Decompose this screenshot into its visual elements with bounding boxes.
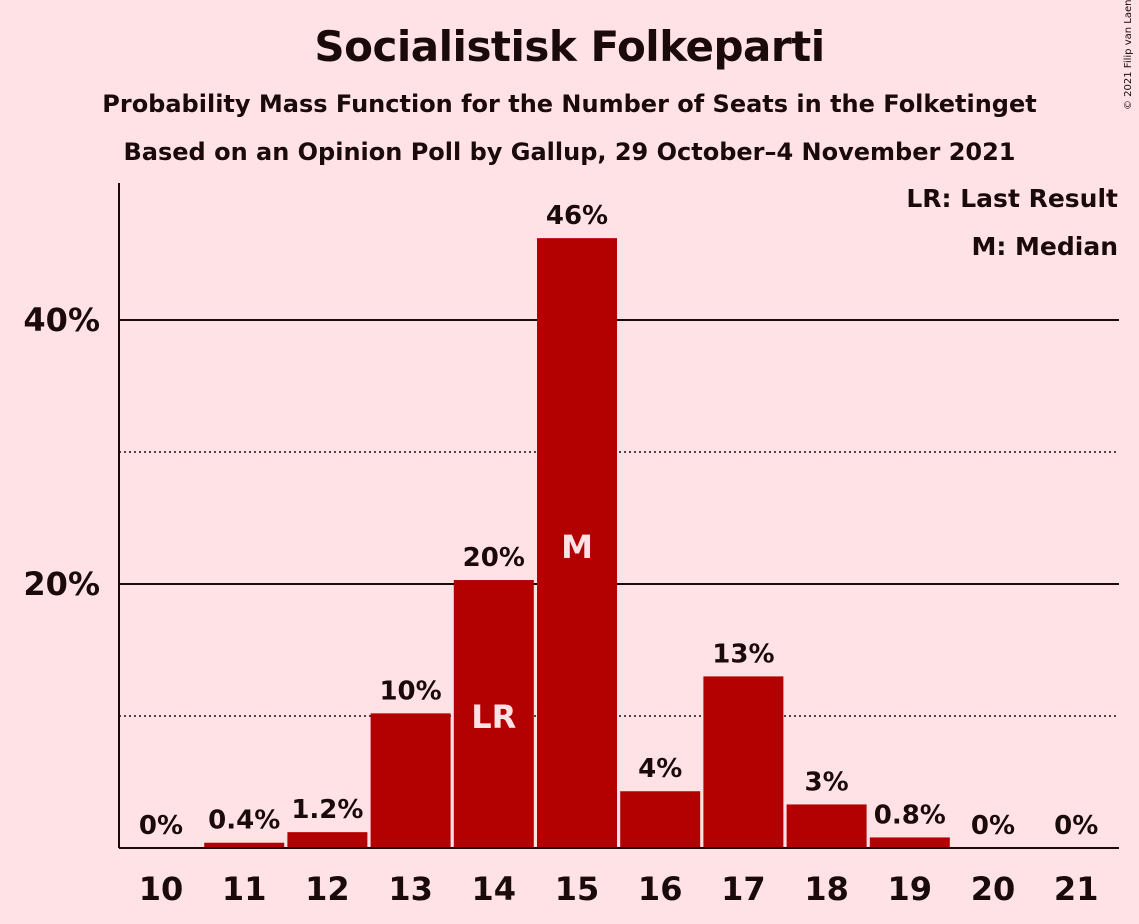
x-tick-label-20: 20: [971, 870, 1016, 908]
x-tick-label-17: 17: [721, 870, 766, 908]
data-label-21: 0%: [1054, 811, 1098, 841]
x-tick-label-11: 11: [222, 870, 267, 908]
data-label-14: 20%: [463, 543, 525, 573]
data-label-16: 4%: [638, 754, 682, 784]
x-tick-label-15: 15: [555, 870, 600, 908]
chart-title: Socialistisk Folkeparti: [314, 22, 825, 71]
bar-15: [537, 238, 617, 848]
data-label-19: 0.8%: [874, 800, 946, 830]
chart-source-line: Based on an Opinion Poll by Gallup, 29 O…: [123, 138, 1016, 166]
bar-17: [703, 676, 784, 848]
x-tick-label-18: 18: [804, 870, 849, 908]
y-tick-label: 40%: [23, 301, 100, 339]
data-label-11: 0.4%: [208, 806, 280, 836]
data-label-20: 0%: [971, 811, 1015, 841]
bar-16: [620, 791, 701, 848]
y-tick-label: 20%: [23, 565, 100, 603]
x-tick-label-21: 21: [1054, 870, 1099, 908]
median-marker: M: [561, 528, 593, 566]
data-label-10: 0%: [139, 811, 183, 841]
data-label-17: 13%: [712, 639, 774, 669]
data-label-12: 1.2%: [291, 795, 363, 825]
x-tick-label-12: 12: [305, 870, 350, 908]
x-tick-label-19: 19: [888, 870, 933, 908]
chart-subtitle: Probability Mass Function for the Number…: [102, 90, 1037, 118]
x-tick-label-14: 14: [472, 870, 517, 908]
bar-11: [204, 842, 285, 848]
bar-19: [869, 837, 950, 848]
bar-18: [786, 804, 867, 848]
bar-13: [370, 713, 451, 848]
data-label-18: 3%: [805, 767, 849, 797]
data-label-15: 46%: [546, 201, 608, 231]
legend-median: M: Median: [971, 232, 1118, 261]
bar-14: [453, 580, 534, 848]
x-tick-label-13: 13: [388, 870, 433, 908]
x-tick-label-16: 16: [638, 870, 683, 908]
x-tick-label-10: 10: [139, 870, 184, 908]
data-label-13: 10%: [379, 676, 441, 706]
last-result-marker: LR: [471, 698, 516, 736]
legend-last-result: LR: Last Result: [906, 184, 1118, 213]
bar-12: [287, 832, 368, 848]
